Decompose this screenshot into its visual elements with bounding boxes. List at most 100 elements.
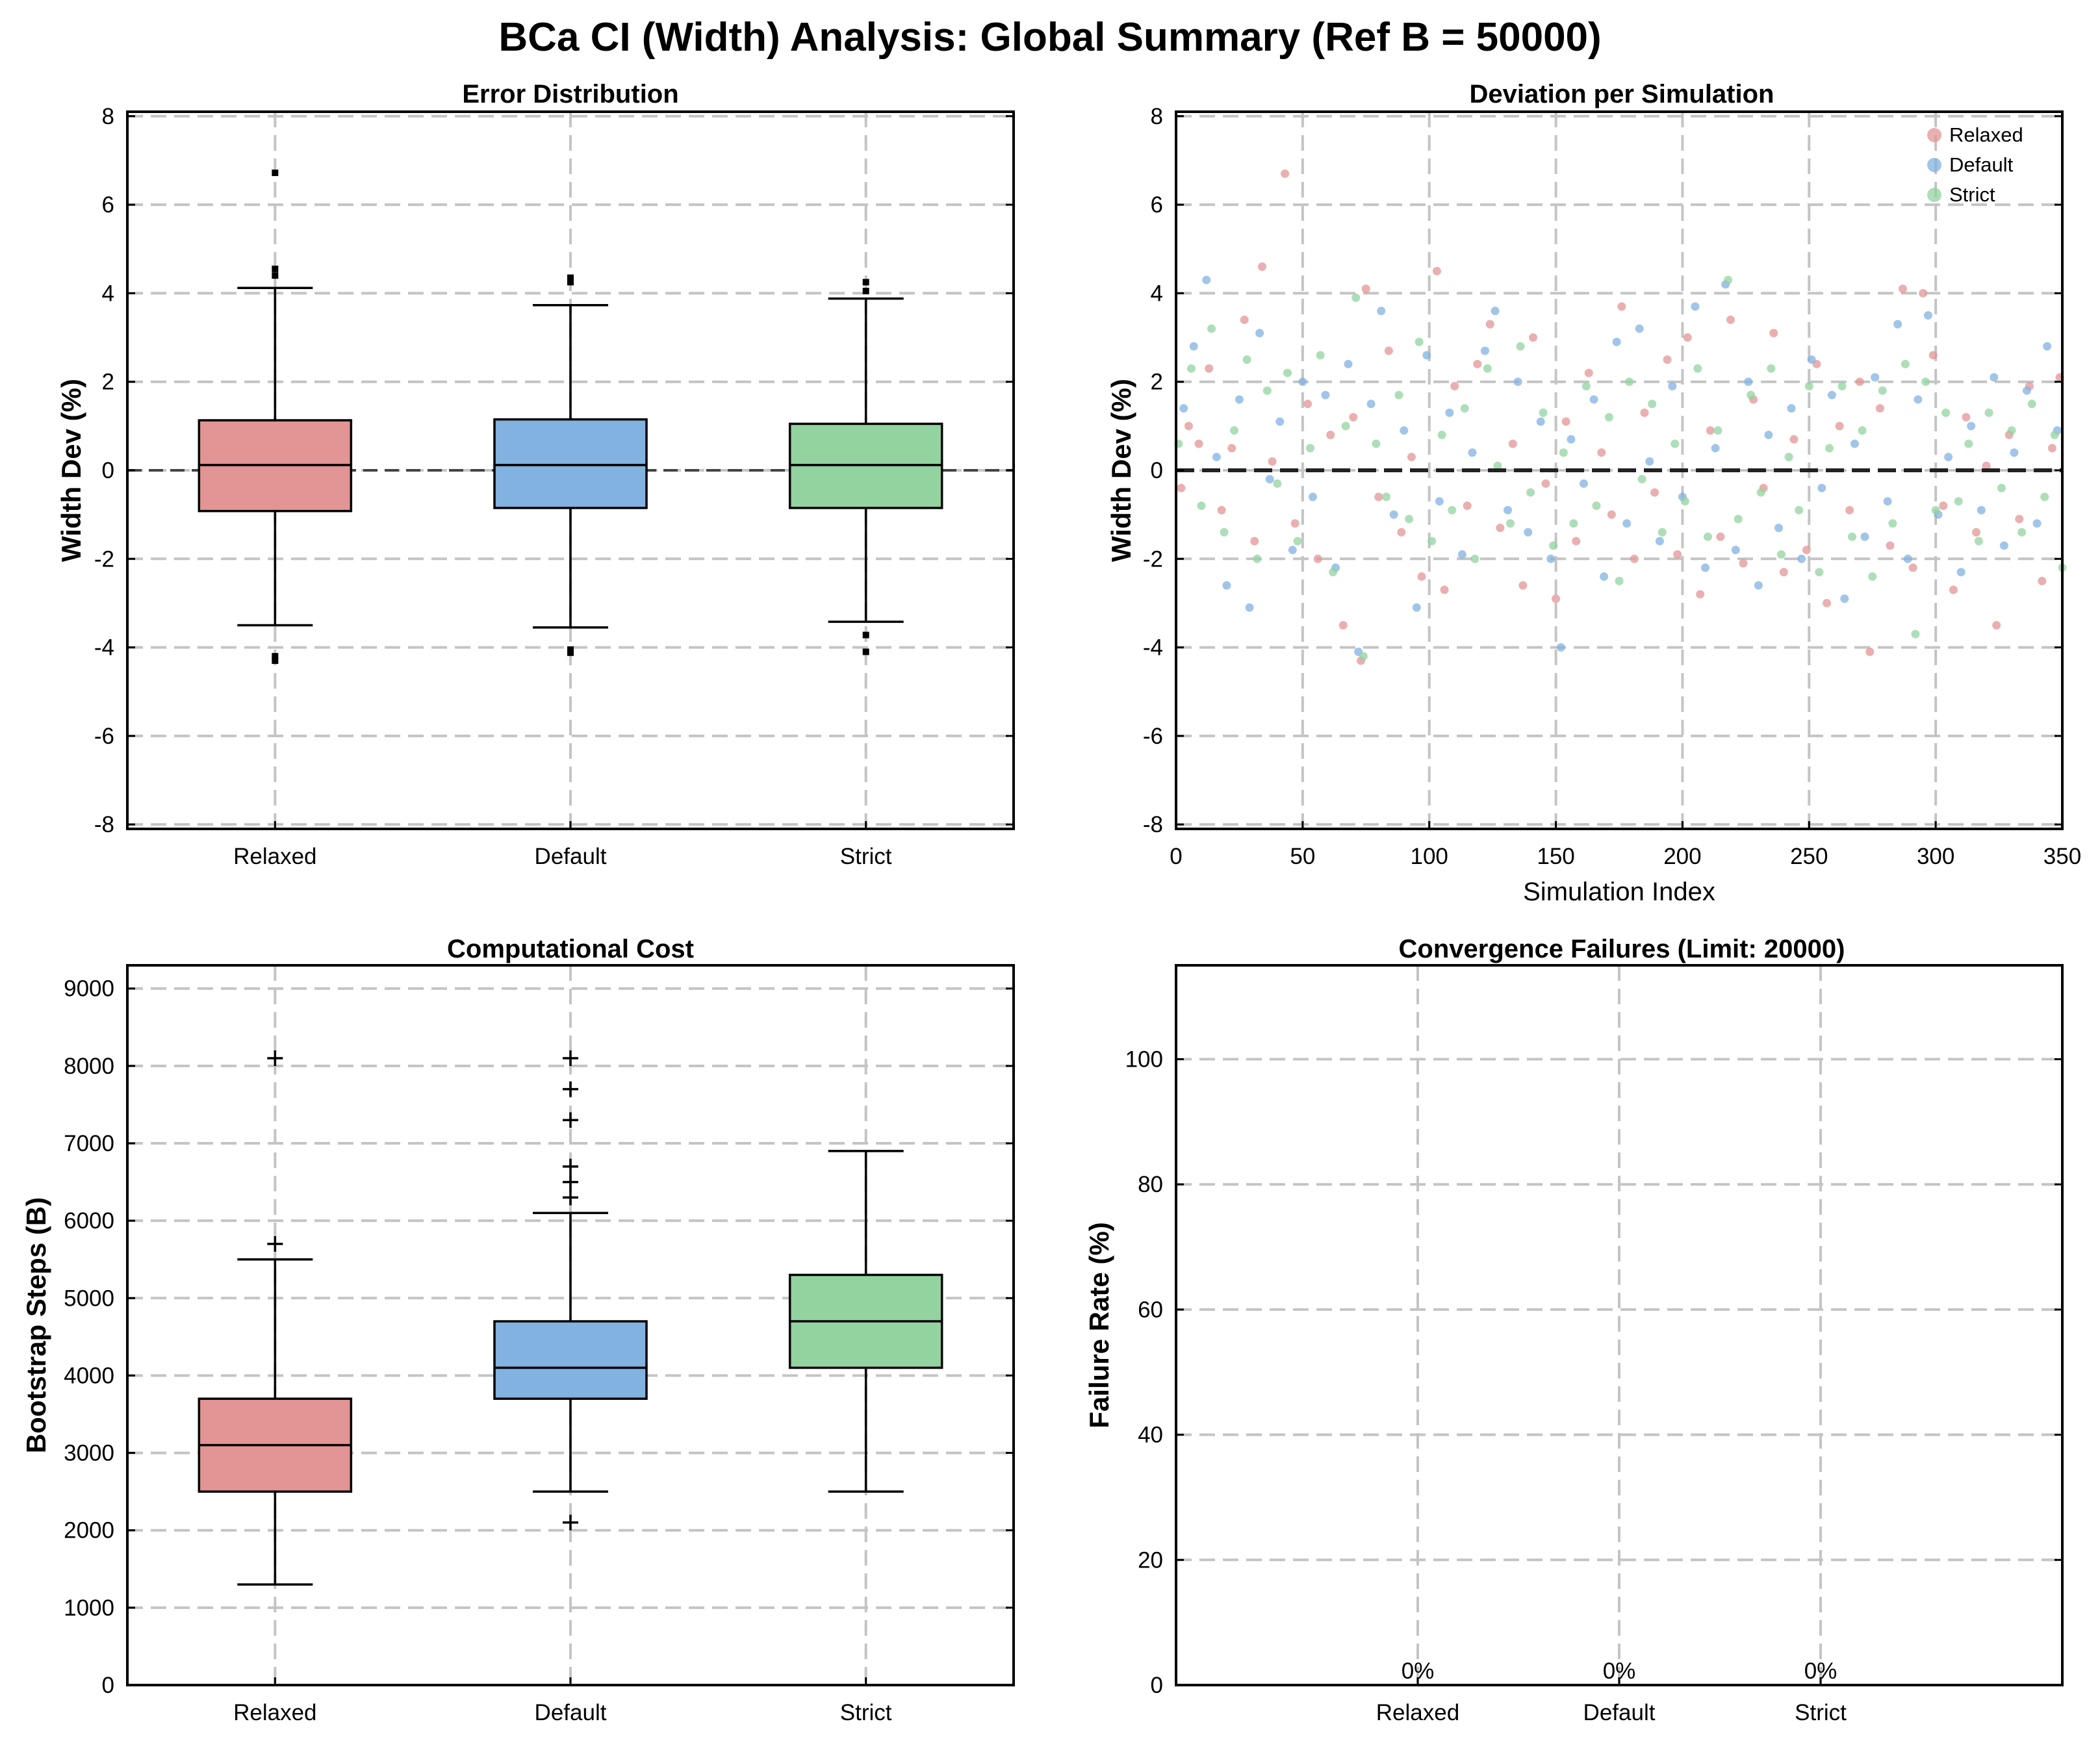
scatter-point xyxy=(1480,346,1489,355)
scatter-point xyxy=(1559,448,1568,457)
axes: 0 20 40 60 80 100 Relaxed Default Strict xyxy=(1125,1047,2062,1725)
scatter-point xyxy=(1648,400,1657,409)
scatter-point xyxy=(1306,444,1315,453)
scatter-point xyxy=(1871,373,1880,382)
scatter-point xyxy=(1888,519,1897,528)
outlier-point xyxy=(267,1236,283,1252)
scatter-point xyxy=(1435,497,1444,506)
scatter-point xyxy=(1617,302,1626,311)
panel-title: Computational Cost xyxy=(447,935,694,963)
scatter-point xyxy=(1997,483,2006,492)
scatter-point xyxy=(1581,382,1591,391)
scatter-point xyxy=(1179,404,1188,413)
scatter-point xyxy=(1313,554,1322,563)
scatter-point xyxy=(1281,169,1290,178)
scatter-point xyxy=(1612,337,1621,346)
scatter-point xyxy=(1625,377,1634,387)
y-tick-label: 40 xyxy=(1138,1423,1163,1448)
outlier-point xyxy=(567,646,574,653)
scatter-point xyxy=(1855,377,1864,387)
scatter-point xyxy=(1293,537,1302,546)
scatter-point xyxy=(1460,404,1469,413)
scatter-point xyxy=(1901,359,1910,368)
y-tick-label: 8 xyxy=(102,104,114,129)
scatter-point xyxy=(1990,373,1999,382)
plot-area xyxy=(198,1050,943,1586)
y-tick-label: -4 xyxy=(94,635,114,661)
scatter-point xyxy=(1691,302,1700,311)
y-tick-label: -2 xyxy=(1143,546,1163,572)
scatter-point xyxy=(1671,439,1680,448)
scatter-point xyxy=(1600,572,1609,581)
outlier-point xyxy=(563,1112,578,1128)
x-tick-label: 100 xyxy=(1411,844,1448,869)
panel-deviation-per-simulation: Deviation per Simulation -8 -6 -4 -2 0 2 4 6 8 0 5… xyxy=(1106,80,2081,906)
scatter-point xyxy=(1711,444,1720,453)
scatter-point xyxy=(1230,426,1239,435)
legend-label: Default xyxy=(1949,153,2014,176)
scatter-point xyxy=(1850,439,1859,448)
panel-convergence-failures: Convergence Failures (Limit: 20000) 0% 0%… xyxy=(1084,935,2064,1725)
scatter-point xyxy=(1265,475,1274,484)
scatter-point xyxy=(1589,395,1598,404)
scatter-point xyxy=(1949,585,1958,594)
scatter-point xyxy=(1668,382,1677,391)
scatter-point xyxy=(2032,519,2042,528)
scatter-point xyxy=(1701,563,1710,572)
y-tick-label: 0 xyxy=(102,1673,114,1698)
scatter-point xyxy=(1184,422,1193,431)
scatter-point xyxy=(1734,514,1743,524)
scatter-point xyxy=(1731,546,1740,555)
y-tick-label: 100 xyxy=(1125,1047,1163,1073)
plot-area xyxy=(1174,169,2067,665)
panel-title: Error Distribution xyxy=(462,80,678,108)
axes-frame xyxy=(126,964,1015,1686)
scatter-point xyxy=(2043,342,2052,351)
x-tick-label: Strict xyxy=(840,844,892,869)
scatter-point xyxy=(1262,386,1272,395)
scatter-point xyxy=(1835,422,1844,431)
y-tick-label: 8000 xyxy=(64,1054,114,1079)
scatter-point xyxy=(1394,390,1403,400)
axes: 0 1000 2000 3000 4000 5000 6000 7000 8000 9000 Rel… xyxy=(64,976,1014,1725)
box-default xyxy=(493,1050,648,1530)
panel-title: Convergence Failures (Limit: 20000) xyxy=(1399,935,1845,963)
scatter-point xyxy=(1372,439,1381,448)
scatter-point xyxy=(1202,275,1211,285)
scatter-point xyxy=(1197,501,1206,511)
axes-frame xyxy=(1175,110,2064,830)
scatter-point xyxy=(1536,417,1545,426)
y-tick-label: 5000 xyxy=(64,1286,114,1311)
scatter-point xyxy=(1658,527,1667,537)
scatter-point xyxy=(1516,342,1525,351)
x-tick-label: Relaxed xyxy=(233,844,316,869)
scatter-point xyxy=(1186,364,1196,373)
x-tick-label: Strict xyxy=(840,1700,892,1725)
axes: -8 -6 -4 -2 0 2 4 6 8 Relaxed Default Strict xyxy=(94,104,1014,869)
y-tick-label: 60 xyxy=(1138,1297,1163,1323)
scatter-point xyxy=(1412,603,1421,612)
scatter-point xyxy=(1561,417,1570,426)
scatter-point xyxy=(1377,307,1386,316)
axes-frame xyxy=(126,110,1015,830)
scatter-point xyxy=(2007,426,2016,435)
scatter-point xyxy=(1954,497,1963,506)
scatter-point xyxy=(1795,505,1804,514)
scatter-point xyxy=(1696,590,1705,599)
scatter-point xyxy=(1212,453,1221,462)
panel-computational-cost: Computational Cost 0 1000 2000 3000 4000 5000… xyxy=(21,935,1015,1725)
panel-error-distribution: Error Distribution -8 -6 -4 -2 0 2 4 6 8 Relaxed D… xyxy=(56,80,1015,869)
scatter-point xyxy=(1911,629,1920,639)
scatter-point xyxy=(1817,483,1826,492)
scatter-point xyxy=(1579,479,1588,488)
scatter-point xyxy=(1448,505,1457,514)
y-tick-label: 0 xyxy=(1151,1673,1163,1698)
box-default xyxy=(493,274,648,656)
x-tick-label: 0 xyxy=(1170,844,1182,869)
scatter-point xyxy=(1445,408,1454,417)
scatter-point xyxy=(1397,527,1406,537)
scatter-point xyxy=(1273,479,1282,488)
scatter-point xyxy=(1607,510,1616,519)
scatter-point xyxy=(2017,527,2027,537)
outlier-point xyxy=(272,653,279,660)
